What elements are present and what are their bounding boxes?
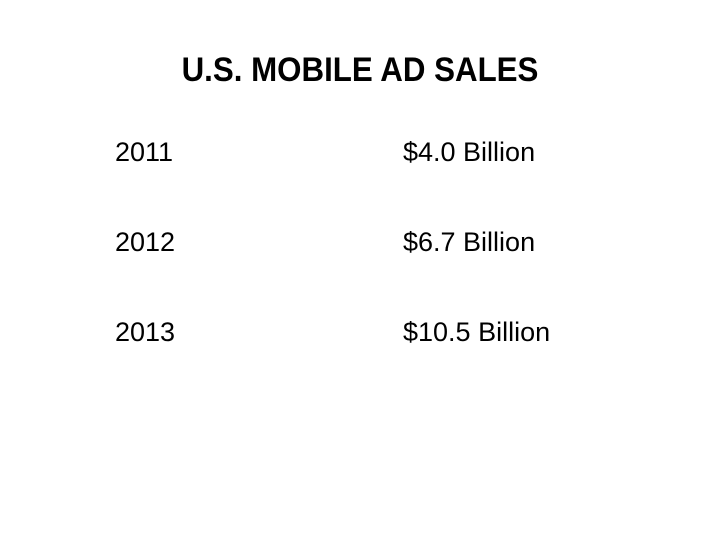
table-row: 2013 $10.5 Billion <box>0 312 720 352</box>
year-cell: 2013 <box>115 317 176 347</box>
year-cell: 2012 <box>115 227 176 257</box>
slide-title: U.S. MOBILE AD SALES <box>181 51 539 89</box>
sales-cell: $10.5 Billion <box>403 317 551 347</box>
sales-cell: $6.7 Billion <box>403 227 536 257</box>
table-row: 2011 $4.0 Billion <box>0 132 720 172</box>
table-row: 2012 $6.7 Billion <box>0 222 720 262</box>
year-cell: 2011 <box>115 137 174 167</box>
sales-cell: $4.0 Billion <box>403 137 536 167</box>
